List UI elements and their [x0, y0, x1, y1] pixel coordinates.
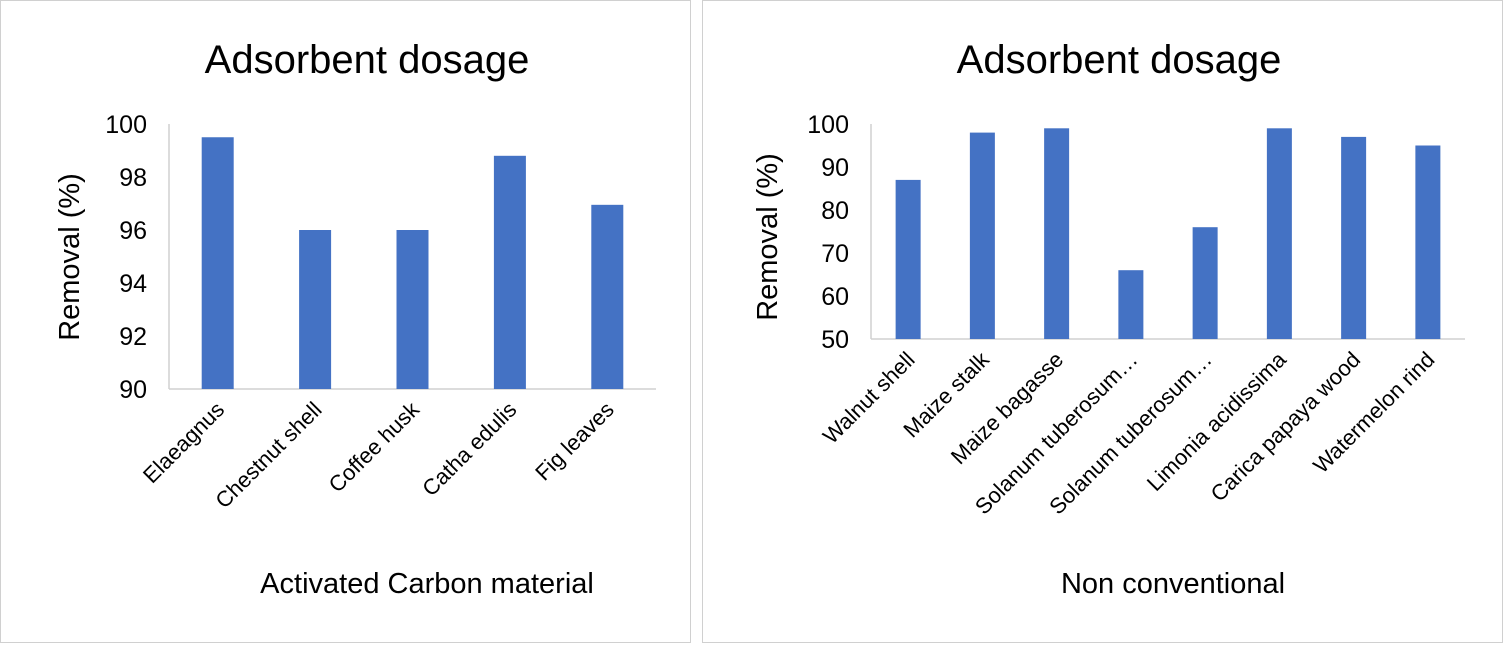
x-axis-title: Activated Carbon material: [260, 568, 594, 600]
y-tick-label: 92: [119, 323, 147, 351]
y-axis-title: Removal (%): [54, 173, 86, 341]
y-tick-label: 94: [119, 270, 147, 298]
bar: [1044, 128, 1070, 339]
y-axis-title: Removal (%): [752, 153, 784, 321]
chart-non-conventional: Adsorbent dosage Removal (%) Non convent…: [752, 38, 1465, 600]
bar: [1266, 128, 1292, 339]
chart-panel-activated-carbon: Adsorbent dosage Removal (%) Activated C…: [0, 0, 691, 643]
bar: [396, 230, 429, 389]
y-tick-label: 90: [119, 376, 147, 404]
x-tick-label: Walnut shell: [818, 347, 920, 449]
chart-title: Adsorbent dosage: [205, 38, 530, 82]
bar: [201, 137, 234, 389]
y-tick-label: 96: [119, 217, 147, 245]
x-tick-label: Fig leaves: [530, 397, 619, 486]
x-tick-label: Elaeagnus: [138, 397, 229, 488]
bar: [1341, 136, 1367, 339]
x-tick-label: Catha edulis: [417, 397, 521, 501]
y-tick-label: 100: [807, 111, 849, 139]
bar: [591, 204, 624, 389]
bar: [969, 132, 995, 339]
bar: [895, 179, 921, 339]
chart-panel-non-conventional: Adsorbent dosage Removal (%) Non convent…: [702, 0, 1503, 643]
chart-activated-carbon: Adsorbent dosage Removal (%) Activated C…: [54, 38, 656, 600]
bar: [299, 230, 332, 389]
y-tick-label: 90: [821, 154, 849, 182]
x-tick-label: Coffee husk: [324, 396, 425, 497]
x-tick-label: Limonia acidissima: [1142, 346, 1292, 496]
bar: [1415, 145, 1441, 339]
bar: [1118, 270, 1144, 339]
bar: [493, 155, 526, 389]
y-tick-label: 100: [105, 111, 147, 139]
x-axis-title: Non conventional: [1061, 568, 1285, 600]
y-tick-label: 70: [821, 240, 849, 268]
y-tick-label: 98: [119, 164, 147, 192]
bar: [1192, 227, 1218, 339]
chart-title: Adsorbent dosage: [957, 38, 1282, 82]
y-tick-label: 50: [821, 326, 849, 354]
y-tick-label: 60: [821, 283, 849, 311]
y-tick-label: 80: [821, 197, 849, 225]
